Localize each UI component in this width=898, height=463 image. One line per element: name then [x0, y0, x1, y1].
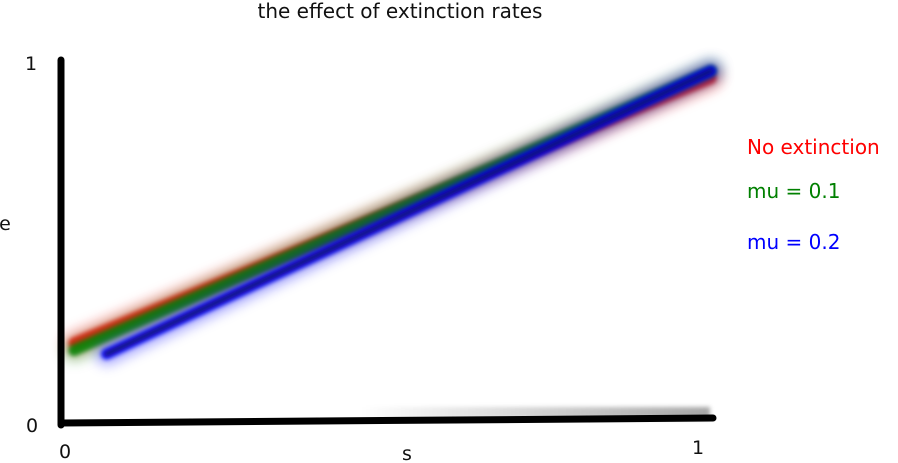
series-layer [63, 59, 722, 366]
legend-entry-0: No extinction [747, 135, 880, 159]
legend-entry-2: mu = 0.2 [747, 230, 840, 254]
x-tick-label-left: 0 [59, 441, 71, 463]
x-axis-label: s [402, 443, 412, 463]
series-overlap-core [104, 68, 713, 357]
x-axis [57, 414, 717, 427]
legend: No extinction mu = 0.1 mu = 0.2 [747, 135, 880, 254]
y-tick-label-top: 1 [25, 53, 37, 75]
x-tick-label-right: 1 [692, 437, 704, 459]
chart-title: the effect of extinction rates [258, 0, 543, 23]
y-axis-label: e [0, 213, 11, 235]
y-tick-label-bottom: 0 [26, 415, 38, 437]
legend-entry-1: mu = 0.1 [747, 179, 840, 203]
